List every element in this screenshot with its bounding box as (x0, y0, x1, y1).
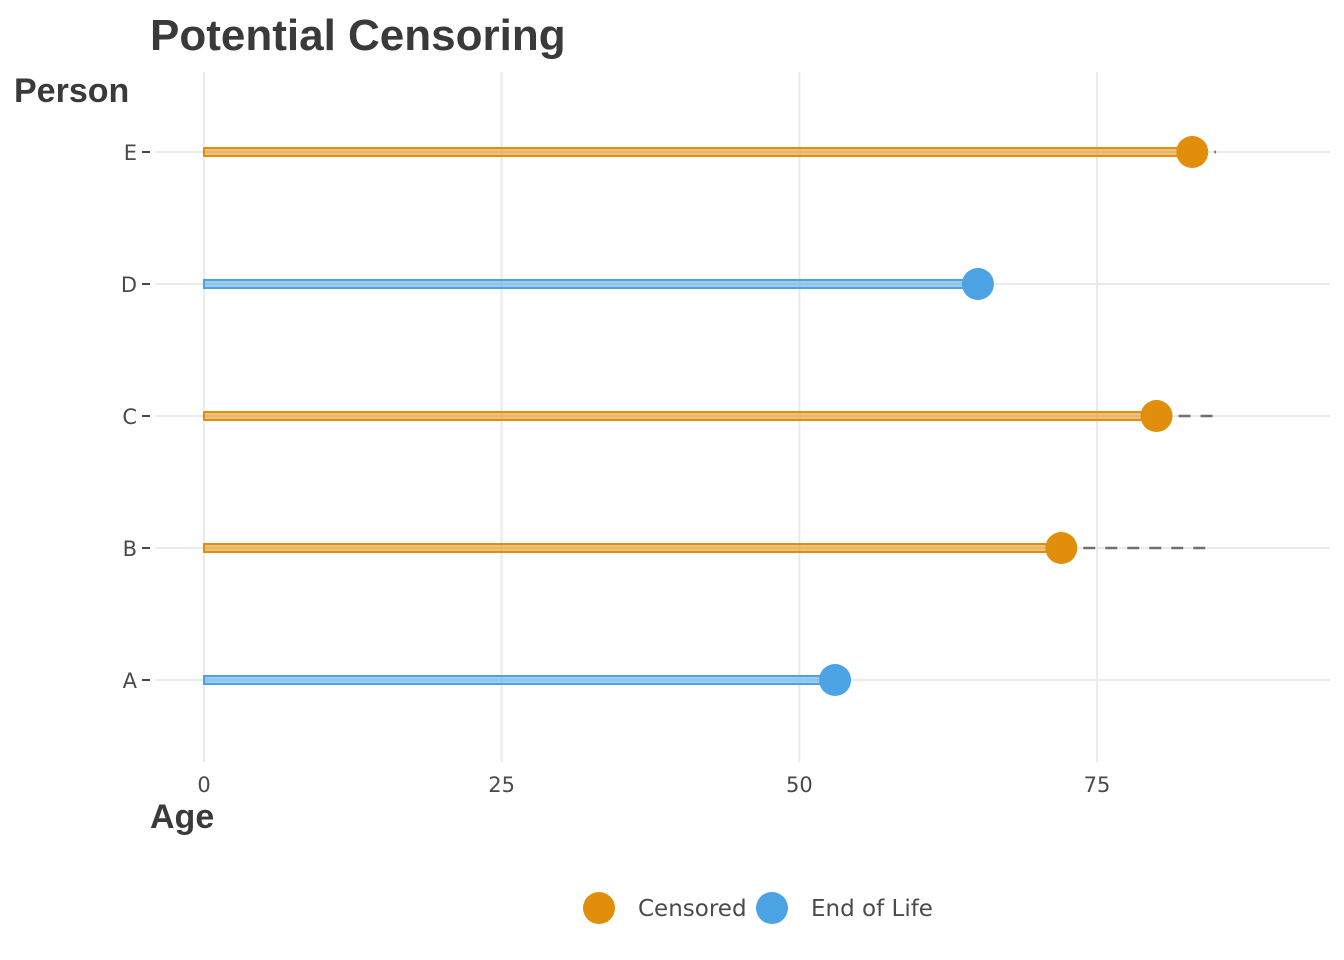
lollipop-bars (203, 147, 1194, 685)
y-tick-label: B (123, 537, 137, 561)
legend-item-1: End of Life (756, 892, 933, 924)
legend-item-0: Censored (583, 892, 747, 924)
y-tick-label: C (122, 405, 137, 429)
bar-C (203, 411, 1158, 421)
x-tick-label: 25 (488, 773, 515, 797)
x-tick-label: 0 (197, 773, 210, 797)
y-axis-label: Person (14, 72, 129, 110)
bar-B (203, 543, 1063, 553)
potential-lines (1061, 150, 1217, 550)
bar-E (203, 147, 1194, 157)
y-tick-label: A (123, 669, 138, 693)
x-axis-label: Age (150, 798, 214, 836)
legend-swatch (583, 892, 615, 924)
lollipop-points (819, 136, 1209, 696)
bar-D (203, 279, 979, 289)
x-tick-label: 50 (786, 773, 813, 797)
bar-A (203, 675, 837, 685)
legend: Censored End of Life (583, 892, 933, 924)
legend-swatch (756, 892, 788, 924)
x-tick-label: 75 (1084, 773, 1111, 797)
y-tick-label: E (124, 141, 137, 165)
legend-label: End of Life (811, 896, 933, 922)
point-D (961, 268, 994, 300)
x-axis: 0 25 50 75 (197, 773, 1110, 797)
point-E (1176, 136, 1209, 168)
point-C (1140, 400, 1173, 432)
point-A (819, 664, 852, 696)
legend-label: Censored (638, 896, 747, 922)
point-B (1045, 532, 1078, 564)
chart-title: Potential Censoring (150, 11, 566, 60)
y-axis: A B C D E (121, 141, 150, 693)
y-tick-label: D (121, 273, 137, 297)
